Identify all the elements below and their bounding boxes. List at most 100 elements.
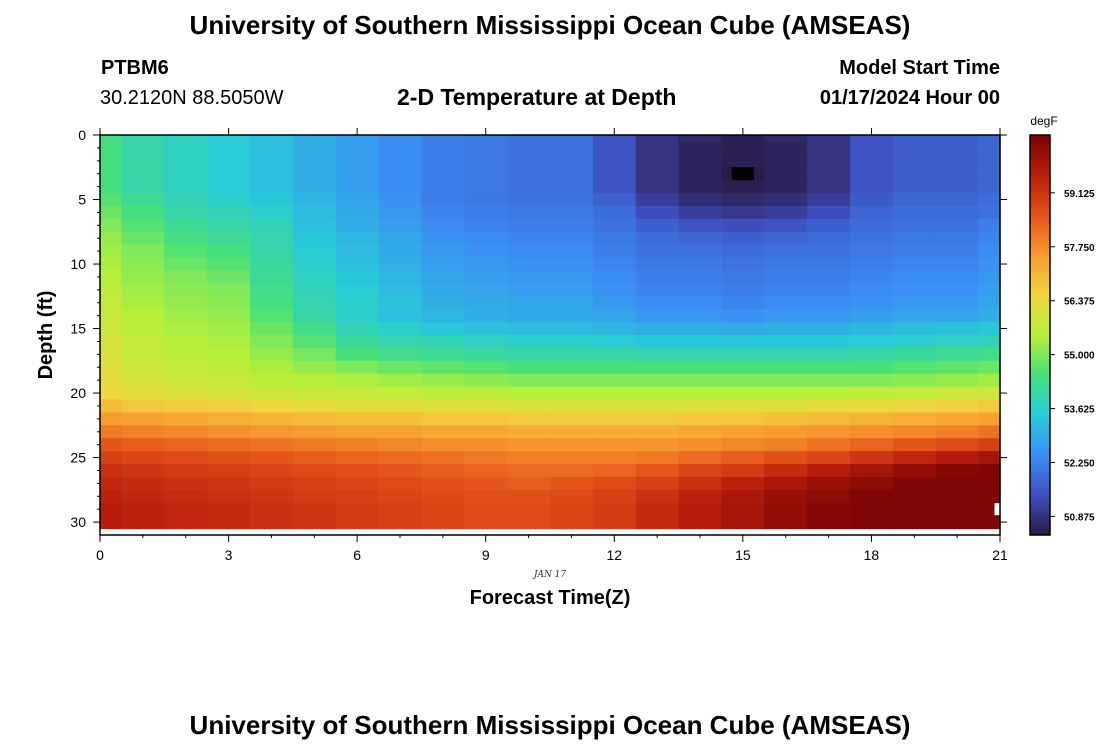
heatmap-cell xyxy=(550,218,594,233)
heatmap-cell xyxy=(807,322,851,336)
heatmap-cell xyxy=(250,205,294,220)
y-axis: 0 5 10 15 20 25 30 xyxy=(70,127,1007,530)
heatmap-cell xyxy=(850,373,894,388)
heatmap-cell xyxy=(635,135,680,143)
y-tick-label: 25 xyxy=(70,450,86,466)
heatmap-cell xyxy=(935,309,980,323)
heatmap-cell xyxy=(892,154,937,168)
heatmap-cell xyxy=(635,231,680,246)
heatmap-cell xyxy=(678,283,723,297)
heatmap-cell xyxy=(935,373,980,388)
heatmap-cell xyxy=(164,347,208,362)
heatmap-cell xyxy=(550,476,594,491)
heatmap-cell xyxy=(721,489,765,504)
heatmap-cell xyxy=(164,180,208,194)
heatmap-cell xyxy=(807,399,851,414)
heatmap-cell xyxy=(207,180,251,194)
heatmap-cell xyxy=(207,296,251,310)
y-tick-label: 5 xyxy=(78,192,86,208)
heatmap-cell xyxy=(164,360,208,375)
heatmap-cell xyxy=(421,180,465,194)
heatmap-cell xyxy=(100,167,123,181)
heatmap-cell xyxy=(764,270,808,284)
heatmap-cell xyxy=(721,347,765,362)
heatmap-cell xyxy=(292,135,337,143)
heatmap-cell xyxy=(850,283,894,297)
heatmap-cell xyxy=(335,257,380,272)
heatmap-cell xyxy=(935,347,980,362)
heatmap-cell xyxy=(464,335,508,349)
heatmap-cell xyxy=(592,502,637,517)
heatmap-cell xyxy=(100,451,123,465)
heatmap-cell xyxy=(892,438,937,452)
heatmap-cell xyxy=(292,205,337,220)
heatmap-cell xyxy=(550,205,594,220)
heatmap-cell xyxy=(550,335,594,349)
heatmap-cell xyxy=(978,347,1001,362)
heatmap-cell xyxy=(507,412,551,426)
heatmap-cell xyxy=(592,167,637,181)
heatmap-cell xyxy=(721,257,765,272)
heatmap-cell xyxy=(635,141,680,155)
heatmap-cell xyxy=(978,386,1001,401)
heatmap-cell xyxy=(807,154,851,168)
heatmap-cell xyxy=(592,257,637,272)
heatmap-cell xyxy=(421,135,465,143)
heatmap-cell xyxy=(635,167,680,181)
heatmap-cell xyxy=(592,270,637,284)
heatmap-cell xyxy=(121,335,165,349)
heatmap-cell xyxy=(507,335,551,349)
heatmap-cell xyxy=(592,476,637,491)
heatmap-cell xyxy=(507,205,551,220)
heatmap-cell xyxy=(978,270,1001,284)
heatmap-cell xyxy=(100,135,123,143)
heatmap-cell xyxy=(892,180,937,194)
heatmap-cell xyxy=(635,270,680,284)
heatmap-cell xyxy=(121,205,165,220)
heatmap-cell xyxy=(635,438,680,452)
heatmap-cell xyxy=(207,141,251,155)
heatmap-cell xyxy=(464,438,508,452)
heatmap-cell xyxy=(250,154,294,168)
heatmap-cell xyxy=(635,283,680,297)
heatmap-cell xyxy=(721,218,765,233)
heatmap-cell xyxy=(892,257,937,272)
heatmap-cell xyxy=(121,347,165,362)
heatmap-cell xyxy=(592,412,637,426)
heatmap-cell xyxy=(592,360,637,375)
heatmap-cell xyxy=(550,425,594,439)
heatmap-cell xyxy=(721,451,765,465)
heatmap-cell xyxy=(464,154,508,168)
heatmap-cell xyxy=(935,476,980,491)
heatmap-cell xyxy=(507,322,551,336)
heatmap-cell xyxy=(250,218,294,233)
heatmap-cell xyxy=(978,283,1001,297)
heatmap-cell xyxy=(100,244,123,259)
heatmap-cell xyxy=(807,180,851,194)
heatmap-cell xyxy=(721,412,765,426)
heatmap-cell xyxy=(935,283,980,297)
heatmap-cell xyxy=(850,244,894,259)
heatmap-cell xyxy=(807,438,851,452)
heatmap-cell xyxy=(121,244,165,259)
heatmap-cell xyxy=(678,399,723,414)
heatmap-cell xyxy=(892,167,937,181)
heatmap-cell xyxy=(292,464,337,478)
heatmap-cell xyxy=(721,180,765,194)
heatmap-cell xyxy=(207,386,251,401)
heatmap-cell xyxy=(164,205,208,220)
heatmap-cell xyxy=(850,296,894,310)
heatmap-cell xyxy=(850,347,894,362)
heatmap-cell xyxy=(207,231,251,246)
heatmap-cell xyxy=(550,193,594,207)
heatmap-cell xyxy=(292,283,337,297)
heatmap-cell xyxy=(678,360,723,375)
heatmap-cell xyxy=(464,141,508,155)
x-tick-label: 0 xyxy=(96,547,104,563)
heatmap-cell xyxy=(892,373,937,388)
heatmap-cell xyxy=(592,309,637,323)
heatmap-cell xyxy=(935,438,980,452)
heatmap-cell xyxy=(550,180,594,194)
heatmap-cell xyxy=(978,154,1001,168)
heatmap-cell xyxy=(807,193,851,207)
